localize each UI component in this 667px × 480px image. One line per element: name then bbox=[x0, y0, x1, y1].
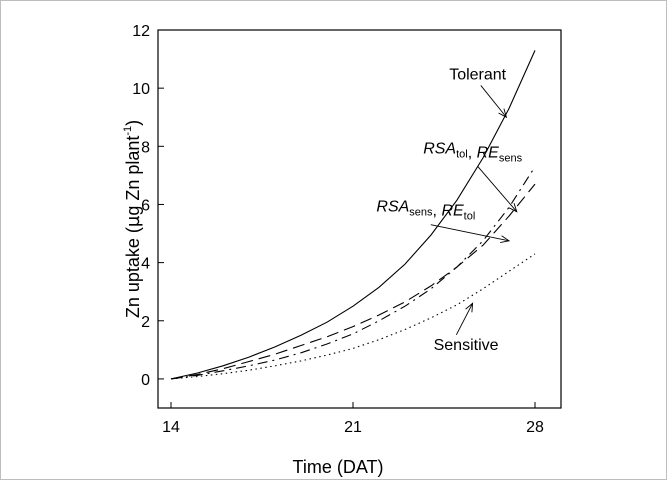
annotation-label-rsa-tol-re-sens: RSAtol, REsens bbox=[423, 141, 522, 165]
annotation-label-tolerant: Tolerant bbox=[449, 66, 506, 83]
annotation-label-rsa-sens-re-tol: RSAsens, REtol bbox=[376, 199, 475, 223]
x-tick-label: 21 bbox=[344, 419, 362, 436]
annotation-arrowhead-sensitive bbox=[465, 302, 474, 313]
annotation-label-sensitive: Sensitive bbox=[434, 337, 499, 354]
annotation-arrow-rsa-sens-re-tol bbox=[430, 224, 510, 242]
series-line-sensitive bbox=[170, 253, 536, 380]
x-axis-title: Time (DAT) bbox=[293, 457, 384, 477]
y-tick-label: 10 bbox=[132, 81, 150, 98]
series-line-rsa-tol-re-sens bbox=[170, 166, 536, 380]
series-line-tolerant bbox=[170, 50, 536, 380]
annotation-arrowhead-rsa-sens-re-tol bbox=[500, 235, 511, 244]
x-tick-label: 28 bbox=[526, 419, 544, 436]
y-tick-label: 2 bbox=[141, 314, 150, 331]
y-tick-label: 12 bbox=[132, 23, 150, 40]
x-tick-label: 14 bbox=[162, 419, 180, 436]
series-line-rsa-sens-re-tol bbox=[170, 183, 536, 380]
y-tick-label: 4 bbox=[141, 256, 150, 273]
y-tick-label: 8 bbox=[141, 139, 150, 156]
y-tick-label: 0 bbox=[141, 372, 150, 389]
annotation-arrow-tolerant bbox=[480, 85, 507, 118]
plot-area-frame bbox=[157, 29, 562, 409]
annotation-arrow-rsa-tol-re-sens bbox=[477, 166, 518, 213]
annotation-arrow-sensitive bbox=[455, 303, 474, 336]
y-tick-label: 6 bbox=[141, 197, 150, 214]
annotation-arrowhead-rsa-tol-re-sens bbox=[508, 203, 518, 213]
annotation-arrowhead-tolerant bbox=[498, 108, 508, 119]
y-axis-title: Zn uptake (µg Zn plant-1) bbox=[122, 120, 144, 318]
